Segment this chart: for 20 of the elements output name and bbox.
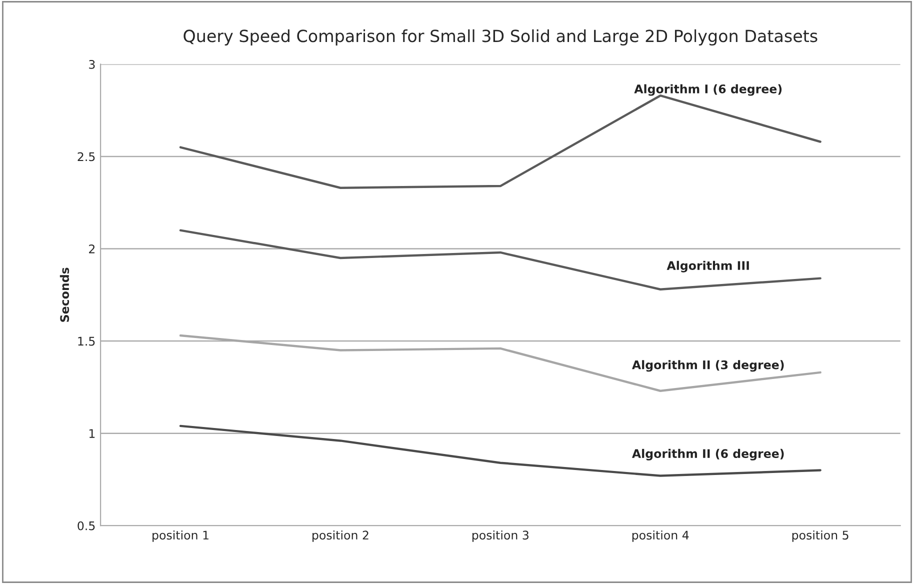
series-label: Algorithm II (6 degree) [632, 448, 784, 460]
x-tick-label: position 1 [152, 530, 208, 542]
chart-title: Query Speed Comparison for Small 3D Solid and Large 2D Polygon Datasets [184, 29, 818, 46]
y-tick-label: 1 [89, 429, 95, 438]
x-tick-label: position 5 [792, 530, 848, 542]
series-label: Algorithm I (6 degree) [634, 84, 782, 96]
line-series [179, 94, 822, 189]
line-series [179, 424, 822, 477]
x-tick-label: position 3 [472, 530, 528, 542]
y-tick-label: 2.5 [78, 152, 95, 162]
line-series [179, 229, 822, 290]
y-tick-label: 1.5 [78, 336, 95, 346]
x-tick-label: position 4 [632, 530, 689, 542]
y-axis-title: Seconds [60, 268, 70, 322]
x-tick-label: position 2 [312, 530, 368, 542]
series-label: Algorithm III [666, 260, 749, 272]
series-label: Algorithm II (3 degree) [632, 360, 784, 372]
y-tick-label: 3 [89, 60, 95, 69]
y-tick-label: 2 [89, 244, 94, 254]
y-tick-label: 0.5 [78, 521, 95, 530]
